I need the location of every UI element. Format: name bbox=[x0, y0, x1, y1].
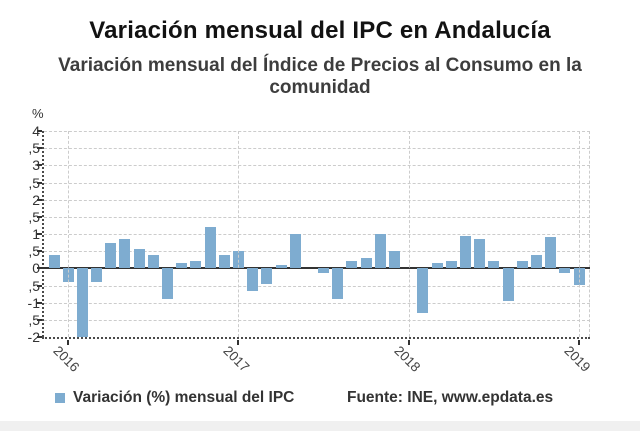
y-tick-label: ,5 bbox=[28, 311, 40, 328]
bar-2018-01 bbox=[417, 268, 429, 313]
bar-2017-04 bbox=[289, 234, 301, 269]
x-tick bbox=[67, 340, 70, 345]
y-tick-label: 1 bbox=[32, 226, 40, 242]
y-tick-label: 4 bbox=[32, 123, 40, 139]
h-gridline bbox=[44, 131, 590, 132]
y-tick bbox=[37, 181, 42, 184]
bar-2018-08 bbox=[516, 261, 528, 269]
bar-2018-05 bbox=[474, 239, 486, 269]
x-tick bbox=[578, 340, 581, 345]
y-tick bbox=[37, 147, 42, 150]
bar-2016-10 bbox=[204, 227, 216, 269]
y-tick-label: -1 bbox=[27, 294, 40, 311]
y-tick bbox=[37, 267, 42, 270]
bar-2015-11 bbox=[48, 254, 60, 269]
x-axis-line bbox=[42, 337, 590, 339]
footer-strip bbox=[0, 421, 640, 431]
y-axis-line bbox=[42, 131, 44, 337]
bar-2018-07 bbox=[502, 268, 514, 301]
v-gridline-year bbox=[579, 131, 581, 337]
y-tick-label: 3 bbox=[32, 157, 40, 174]
h-gridline bbox=[44, 148, 590, 150]
h-gridline bbox=[44, 251, 590, 253]
bar-2018-02 bbox=[431, 263, 443, 269]
x-tick bbox=[407, 340, 410, 345]
y-tick-label: ,5 bbox=[28, 208, 40, 225]
bar-2017-02 bbox=[261, 268, 273, 284]
legend-swatch bbox=[55, 393, 65, 403]
y-tick bbox=[37, 130, 42, 132]
bar-2018-11 bbox=[559, 268, 571, 274]
chart-subtitle: Variación mensual del Índice de Precios … bbox=[58, 55, 582, 98]
y-tick bbox=[37, 198, 42, 201]
y-tick-label: ,5 bbox=[28, 140, 40, 157]
source-label: Fuente: INE, www.epdata.es bbox=[347, 389, 554, 406]
x-year-label: 2018 bbox=[391, 343, 423, 375]
chart-title: Variación mensual del IPC en Andalucía bbox=[89, 17, 551, 44]
bar-2016-04 bbox=[119, 239, 131, 269]
h-gridline bbox=[44, 285, 590, 287]
bar-2016-01 bbox=[76, 268, 88, 337]
y-tick-label: ,5 bbox=[28, 277, 40, 294]
bar-2016-09 bbox=[190, 261, 202, 269]
bar-2016-07 bbox=[162, 268, 174, 300]
y-tick-label: -2 bbox=[27, 329, 40, 345]
h-gridline bbox=[44, 165, 590, 167]
bar-2016-11 bbox=[218, 254, 230, 269]
legend-label: Variación (%) mensual del IPC bbox=[73, 389, 295, 406]
legend: Variación (%) mensual del IPC bbox=[55, 389, 294, 407]
y-tick bbox=[37, 233, 42, 235]
bar-2016-05 bbox=[133, 249, 145, 269]
y-tick-label: 0 bbox=[32, 260, 40, 277]
y-tick bbox=[37, 284, 42, 287]
h-gridline bbox=[44, 216, 590, 218]
bar-2017-06 bbox=[318, 268, 330, 274]
zero-line bbox=[42, 267, 590, 270]
y-tick bbox=[37, 336, 42, 338]
bar-2018-10 bbox=[545, 237, 557, 269]
bar-2017-11 bbox=[389, 251, 401, 269]
y-tick bbox=[37, 250, 42, 253]
x-year-label: 2017 bbox=[220, 343, 253, 375]
bar-2018-06 bbox=[488, 261, 500, 269]
y-tick bbox=[37, 164, 42, 167]
bar-2017-09 bbox=[360, 258, 372, 269]
y-tick-label: ,5 bbox=[28, 174, 40, 191]
bar-2018-04 bbox=[460, 235, 471, 269]
y-tick-label: ,5 bbox=[28, 243, 40, 260]
h-gridline bbox=[44, 182, 590, 184]
bar-2017-03 bbox=[275, 264, 287, 269]
bar-2016-03 bbox=[105, 242, 117, 269]
plot-area bbox=[37, 130, 590, 345]
x-tick bbox=[237, 340, 240, 345]
y-tick-label: 2 bbox=[32, 191, 40, 208]
v-gridline-year bbox=[68, 131, 70, 337]
bar-2017-07 bbox=[332, 268, 344, 300]
bar-2016-06 bbox=[147, 254, 159, 269]
bar-2016-08 bbox=[176, 263, 188, 269]
h-gridline bbox=[44, 319, 590, 321]
v-gridline-year bbox=[238, 131, 240, 337]
bar-2016-02 bbox=[91, 268, 103, 283]
bar-2017-08 bbox=[346, 261, 358, 269]
h-gridline bbox=[44, 234, 590, 235]
h-gridline bbox=[44, 199, 590, 201]
h-gridline bbox=[44, 302, 590, 304]
y-tick bbox=[37, 318, 42, 321]
v-gridline-year bbox=[408, 131, 410, 337]
bar-2017-01 bbox=[247, 268, 259, 291]
x-year-label: 2016 bbox=[50, 343, 83, 375]
y-axis-unit-label: % bbox=[32, 106, 44, 121]
y-tick bbox=[37, 215, 42, 218]
bar-2018-09 bbox=[530, 254, 542, 269]
bar-2017-10 bbox=[374, 234, 386, 269]
bar-2018-03 bbox=[445, 261, 457, 269]
y-tick bbox=[37, 301, 42, 304]
x-year-label: 2019 bbox=[561, 343, 594, 375]
